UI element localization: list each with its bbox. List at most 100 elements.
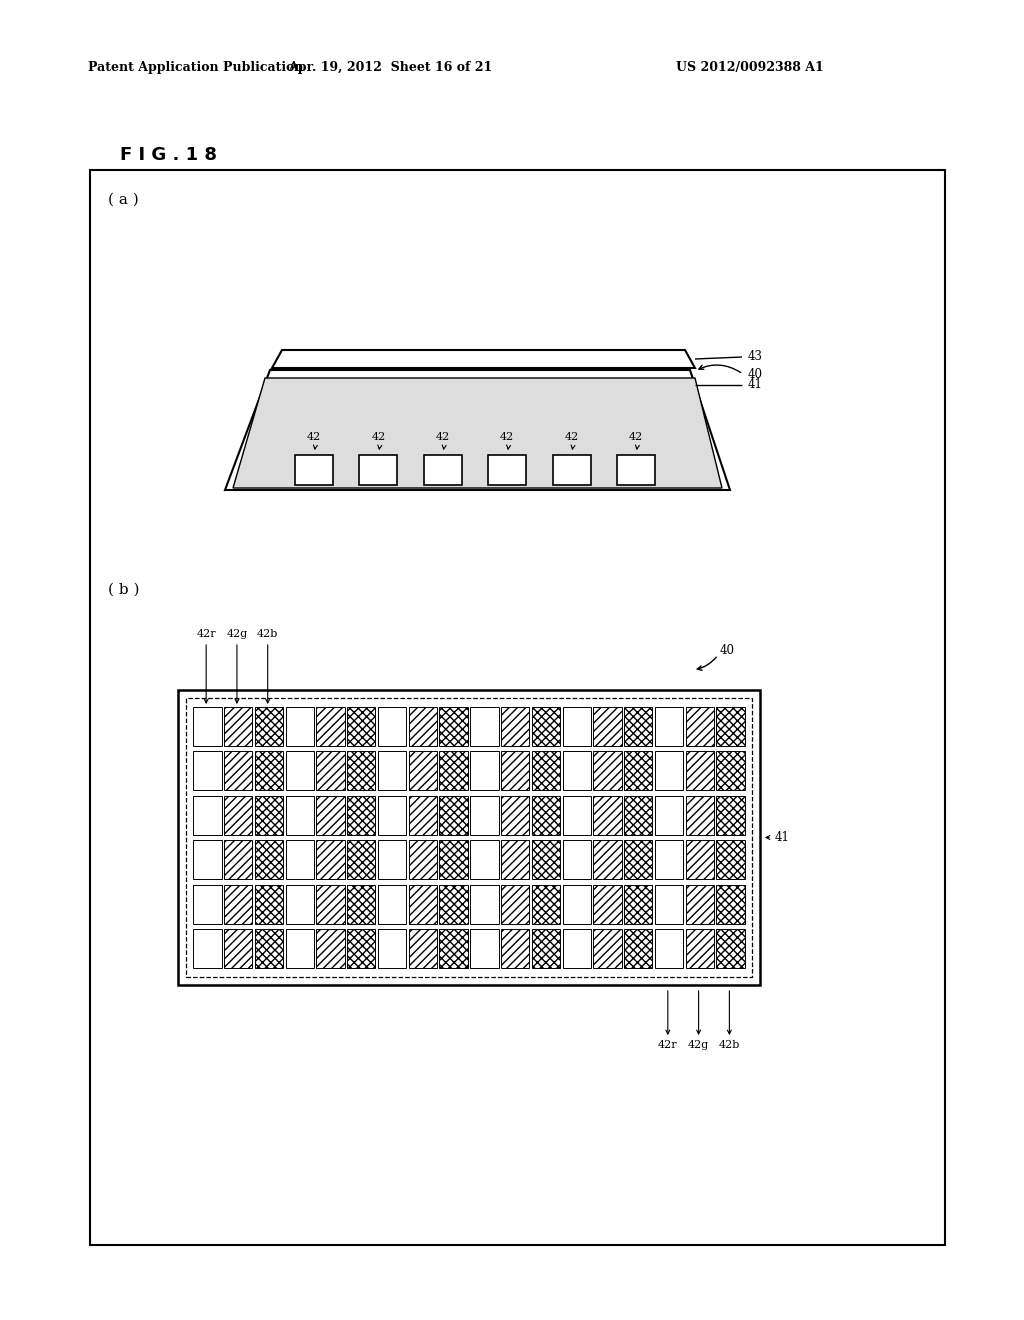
Bar (617, 455, 655, 484)
Bar (316, 751, 345, 791)
Bar (255, 706, 283, 746)
Bar (194, 884, 221, 924)
Bar (378, 929, 407, 969)
Bar (686, 840, 714, 879)
Bar (593, 796, 622, 834)
Bar (717, 796, 744, 834)
Bar (717, 706, 744, 746)
Text: 43: 43 (748, 351, 763, 363)
Text: 40: 40 (748, 367, 763, 380)
Bar (409, 929, 437, 969)
Text: 42: 42 (500, 432, 514, 442)
Text: 41: 41 (748, 379, 763, 392)
Bar (501, 796, 529, 834)
Bar (531, 929, 560, 969)
Bar (255, 929, 283, 969)
Text: 40: 40 (720, 644, 735, 656)
Bar (409, 751, 437, 791)
Bar (439, 840, 468, 879)
Bar (655, 840, 683, 879)
Text: 42g: 42g (226, 630, 248, 639)
Bar (655, 929, 683, 969)
Bar (424, 455, 462, 484)
Bar (624, 796, 652, 834)
Bar (717, 929, 744, 969)
Bar (439, 706, 468, 746)
Bar (224, 840, 252, 879)
Bar (255, 751, 283, 791)
Bar (378, 796, 407, 834)
Bar (717, 884, 744, 924)
Bar (655, 884, 683, 924)
Bar (409, 796, 437, 834)
Bar (686, 706, 714, 746)
Bar (562, 840, 591, 879)
Bar (316, 929, 345, 969)
Text: Patent Application Publication: Patent Application Publication (88, 62, 303, 74)
Bar (501, 840, 529, 879)
Bar (295, 455, 333, 484)
Bar (686, 796, 714, 834)
Bar (686, 751, 714, 791)
Bar (186, 698, 752, 977)
Bar (470, 796, 499, 834)
Bar (593, 840, 622, 879)
Bar (470, 751, 499, 791)
Bar (717, 840, 744, 879)
Text: Apr. 19, 2012  Sheet 16 of 21: Apr. 19, 2012 Sheet 16 of 21 (288, 62, 493, 74)
Bar (378, 706, 407, 746)
Bar (562, 751, 591, 791)
Bar (686, 929, 714, 969)
Bar (501, 929, 529, 969)
Text: ( b ): ( b ) (108, 583, 139, 597)
Text: F I G . 1 8: F I G . 1 8 (120, 147, 217, 164)
Bar (562, 706, 591, 746)
Bar (224, 706, 252, 746)
Text: US 2012/0092388 A1: US 2012/0092388 A1 (676, 62, 824, 74)
Bar (286, 884, 314, 924)
Bar (286, 796, 314, 834)
Bar (178, 690, 760, 985)
Bar (531, 796, 560, 834)
Bar (316, 884, 345, 924)
Bar (224, 796, 252, 834)
Bar (255, 884, 283, 924)
Bar (562, 884, 591, 924)
Bar (501, 884, 529, 924)
Bar (562, 929, 591, 969)
Bar (378, 884, 407, 924)
Text: 42: 42 (435, 432, 450, 442)
Bar (624, 706, 652, 746)
Bar (470, 840, 499, 879)
Bar (347, 929, 376, 969)
Text: 42: 42 (372, 432, 385, 442)
Bar (90, 170, 945, 1245)
Bar (686, 884, 714, 924)
Bar (562, 796, 591, 834)
Text: 41: 41 (775, 832, 790, 843)
Bar (194, 706, 221, 746)
Text: 42: 42 (564, 432, 579, 442)
Polygon shape (225, 370, 730, 490)
Bar (316, 796, 345, 834)
Bar (409, 840, 437, 879)
Bar (347, 706, 376, 746)
Bar (409, 706, 437, 746)
Bar (531, 751, 560, 791)
Bar (439, 929, 468, 969)
Bar (224, 751, 252, 791)
Polygon shape (272, 350, 695, 368)
Text: 42r: 42r (658, 1040, 678, 1049)
Bar (553, 455, 591, 484)
Bar (439, 796, 468, 834)
Bar (531, 884, 560, 924)
Bar (531, 840, 560, 879)
Bar (531, 706, 560, 746)
Bar (717, 751, 744, 791)
Text: 42: 42 (629, 432, 643, 442)
Bar (378, 751, 407, 791)
Bar (439, 884, 468, 924)
Bar (593, 706, 622, 746)
Text: ( a ): ( a ) (108, 193, 138, 207)
Bar (286, 706, 314, 746)
